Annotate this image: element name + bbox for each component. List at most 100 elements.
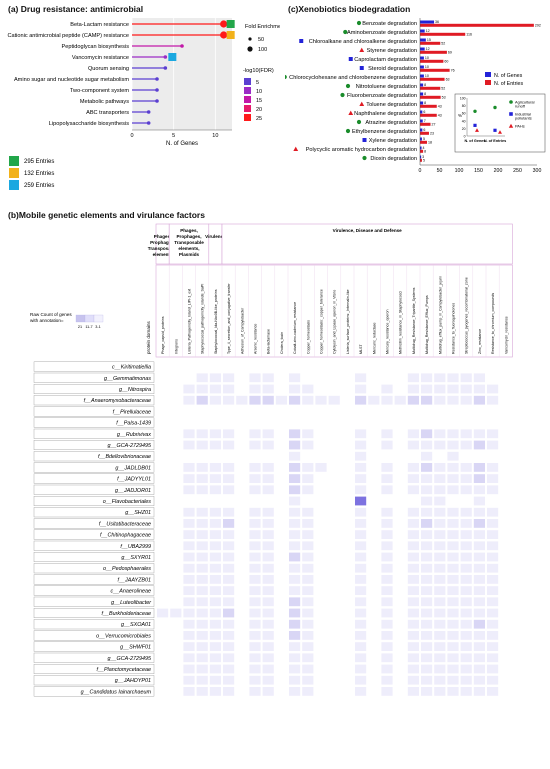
- heatmap-cell: [302, 631, 314, 640]
- heatmap-cell: [262, 463, 274, 472]
- heatmap-cell: [262, 597, 274, 607]
- heatmap-cell: [381, 552, 393, 562]
- lollipop-point: [180, 44, 184, 48]
- column-label: Phage_capsid_proteins: [161, 316, 165, 354]
- heatmap-cell: [434, 395, 446, 405]
- row-label: o__Verrucomicrobiales: [96, 633, 151, 639]
- heatmap-cell: [460, 687, 472, 696]
- heatmap-cell: [196, 429, 208, 439]
- row-label: c__Kiritimatiellia: [112, 365, 151, 371]
- column-label: Integrons: [174, 339, 178, 354]
- group-header-cell: [208, 223, 223, 265]
- row-label: o__Flavobacteriales: [103, 499, 152, 505]
- heatmap-cell: [473, 474, 485, 483]
- heatmap-cell: [196, 687, 208, 696]
- heatmap-cell: [487, 395, 499, 405]
- row-label-box: [33, 619, 155, 630]
- bar-entries: [420, 68, 450, 72]
- heatmap-cell: [289, 586, 301, 595]
- row-label-box: [33, 361, 155, 372]
- bar-entries: [420, 149, 424, 153]
- heatmap-cell: [487, 474, 499, 483]
- heatmap-cell: [183, 552, 195, 562]
- color-legend-label: 15: [256, 98, 262, 104]
- x-tick-label: 0: [419, 168, 422, 174]
- group-header-label: Virulence, Disease and Defense: [333, 228, 403, 233]
- row-label: f__JAAYZB01: [118, 577, 151, 583]
- row-label: g__SXYR01: [121, 555, 151, 561]
- category-label: Xylene degradation: [369, 138, 417, 144]
- heatmap-cell: [460, 541, 472, 551]
- heatmap-cell: [209, 519, 221, 528]
- heatmap-cell: [421, 474, 433, 483]
- panel-a-title: (a) Drug resistance: antimicrobial: [8, 4, 144, 14]
- heatmap-cell: [447, 597, 459, 607]
- heatmap-cell: [381, 384, 393, 394]
- heatmap-cell: [487, 608, 499, 618]
- heatmap-cell: [447, 642, 459, 651]
- group-header-label: Transposable: [148, 246, 178, 251]
- heatmap-cell: [289, 440, 301, 450]
- row-label: f__Planctomycetaceae: [96, 667, 151, 673]
- heatmap-cell: [302, 541, 314, 551]
- heatmap-cell: [183, 530, 195, 539]
- heatmap-cell: [407, 429, 419, 439]
- heatmap-cell: [460, 653, 472, 663]
- row-label-box: [33, 585, 155, 596]
- heatmap-cell: [223, 675, 235, 685]
- x-axis-label: N. of Genes: [166, 141, 198, 147]
- heatmap-cell: [434, 631, 446, 640]
- heatmap-cell: [460, 619, 472, 629]
- heatmap-cell: [487, 687, 499, 696]
- panel-b-title: (b)Mobile genetic elements and virulance…: [8, 210, 205, 220]
- bar-entries: [420, 32, 466, 36]
- heatmap-cell: [289, 675, 301, 685]
- heatmap-cell: [473, 507, 485, 517]
- heatmap-cell: [434, 687, 446, 696]
- bar-genes: [420, 65, 424, 69]
- group-header-label: elements,: [178, 246, 199, 251]
- heatmap-cell: [421, 664, 433, 674]
- heatmap-cell: [183, 608, 195, 618]
- heatmap-cell: [302, 384, 314, 394]
- inset-legend-marker: [509, 100, 513, 104]
- column-label: Beta-lactamase: [267, 329, 271, 354]
- heatmap-cell: [223, 575, 235, 584]
- row-label: g__Rubrivivax: [117, 432, 151, 438]
- heatmap-cell: [249, 664, 261, 674]
- heatmap-cell: [487, 463, 499, 472]
- row-label: g__JADJOR01: [115, 488, 151, 494]
- x-tick-label: 300: [533, 168, 542, 174]
- heatmap-cell: [262, 608, 274, 618]
- heatmap-cell: [196, 463, 208, 472]
- row-label-box: [33, 574, 155, 585]
- heatmap-cell: [421, 631, 433, 640]
- heatmap-cell: [460, 631, 472, 640]
- heatmap-cell: [262, 373, 274, 383]
- inset-y-label: %: [458, 113, 462, 118]
- heatmap-cell: [262, 664, 274, 674]
- heatmap-cell: [196, 642, 208, 651]
- heatmap-cell: [262, 586, 274, 595]
- heatmap-cell: [196, 519, 208, 528]
- heatmap-cell: [183, 653, 195, 663]
- heatmap-cell: [381, 507, 393, 517]
- heatmap-cell: [447, 429, 459, 439]
- heatmap-cell: [196, 608, 208, 618]
- bar-genes: [420, 110, 423, 114]
- bar-entries: [420, 122, 431, 126]
- category-marker: [362, 138, 367, 142]
- heatmap-cell: [170, 608, 182, 618]
- bar-entries-label: 43: [438, 105, 442, 109]
- heatmap-cell: [183, 597, 195, 607]
- bar-genes-label: 10: [425, 74, 429, 78]
- heatmap-cell: [289, 631, 301, 640]
- heatmap-cell: [473, 631, 485, 640]
- x-tick-label: 250: [513, 168, 522, 174]
- bar-genes-label: 6: [423, 128, 425, 132]
- category-label: Cationic antimicrobial peptide (CAMP) re…: [7, 33, 129, 39]
- inset-point: [473, 109, 477, 114]
- heatmap-cell: [262, 575, 274, 584]
- heatmap-cell: [223, 619, 235, 629]
- entry-badge: [168, 53, 177, 61]
